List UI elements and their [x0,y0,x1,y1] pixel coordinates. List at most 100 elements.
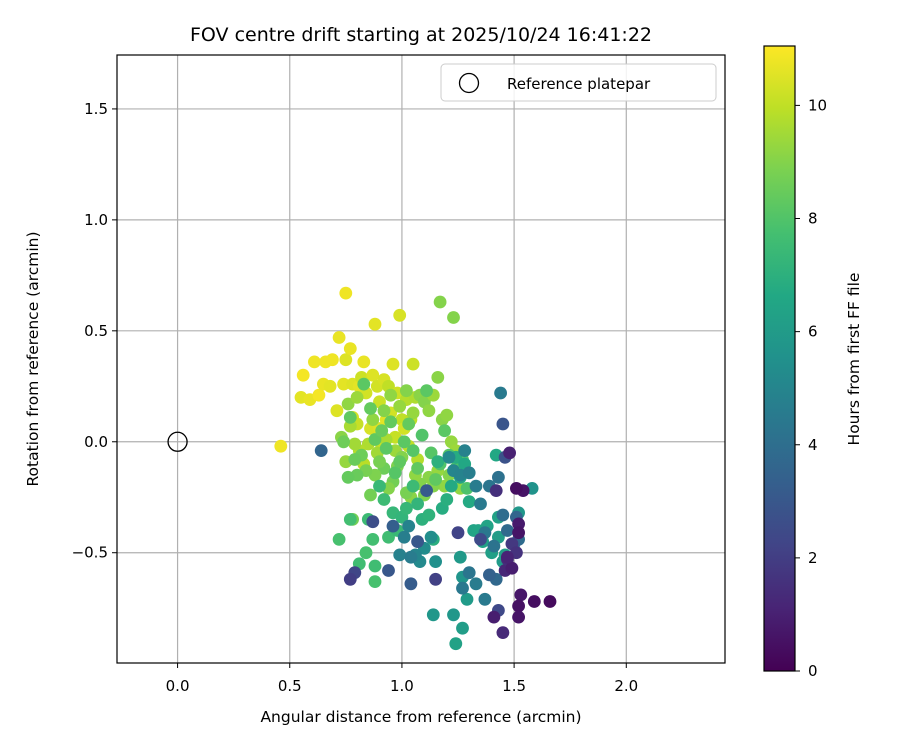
data-point [453,550,467,564]
data-point [496,626,510,639]
data-point [512,599,525,613]
reference-marker-layer [167,431,188,452]
data-point [474,533,487,546]
x-axis-ticks: 0.0 0.5 1.0 1.5 2.0 [166,663,638,695]
data-point [456,581,469,595]
data-point [377,404,391,418]
data-point [357,377,371,391]
data-point [348,453,362,466]
data-point [332,533,346,546]
data-point [492,470,505,484]
data-point [426,608,440,622]
data-point [332,331,346,344]
data-point [514,588,528,602]
data-point [474,497,487,511]
data-point [343,342,357,355]
colorbar-tick-label: 10 [808,96,827,114]
data-point [411,462,424,475]
colorbar-tick-label: 4 [808,436,818,454]
data-point [386,357,400,371]
data-point [402,417,416,431]
data-point [373,455,386,469]
x-tick-label: 2.0 [614,677,638,695]
data-point [406,357,420,371]
data-points [274,286,557,651]
legend-entry-reference: Reference platepar [507,75,651,93]
data-point [379,442,393,455]
data-point [406,479,420,493]
data-point [343,572,357,586]
data-point [348,437,362,451]
data-point [483,568,496,582]
data-point [308,355,321,369]
data-point [503,446,516,460]
data-point [449,637,463,651]
data-point [397,435,411,449]
data-point [382,530,395,544]
x-tick-label: 0.0 [166,677,190,695]
x-tick-label: 1.5 [502,677,526,695]
y-tick-label: −0.5 [72,544,108,562]
data-point [323,379,337,393]
data-point [368,317,382,331]
data-point [314,444,328,457]
data-point [451,526,465,540]
data-point [343,411,357,424]
colorbar-tick-label: 8 [808,210,818,228]
data-point [402,519,416,533]
data-point [496,417,510,431]
data-point [433,295,447,309]
data-point [312,388,326,402]
data-point [337,377,350,391]
data-point [487,539,501,553]
data-point [438,424,451,438]
y-axis-ticks: −0.5 0.0 0.5 1.0 1.5 [72,100,117,562]
data-point [388,466,402,480]
data-point [397,530,411,544]
data-point [478,592,492,606]
data-point [341,397,355,411]
data-point [431,455,445,469]
data-point [337,435,350,449]
data-point [496,508,510,522]
data-point [411,497,424,511]
data-point [462,466,476,480]
colorbar-tick-label: 6 [808,323,818,341]
data-point [512,517,525,531]
colorbar-frame [763,45,796,672]
reference-platepar-marker [167,431,188,452]
colorbar-tick-label: 0 [808,662,818,680]
plot-frame [116,54,726,664]
data-point [386,519,400,533]
data-point [424,446,438,460]
data-point [510,482,523,495]
data-point [382,564,395,577]
colorbar-ticks: 0 2 4 6 8 10 [795,96,827,680]
y-tick-label: 0.0 [84,433,108,451]
data-point [429,572,442,586]
data-point [368,433,382,446]
data-point [420,384,433,398]
data-point [330,404,344,418]
data-point [326,353,339,367]
data-point [431,371,445,384]
data-point [404,577,418,591]
y-tick-label: 1.0 [84,211,108,229]
data-point [393,308,407,322]
data-point [422,404,436,418]
data-point [512,610,525,624]
data-point [469,577,483,591]
data-point [505,561,519,575]
data-point [460,592,474,606]
data-point [469,479,483,493]
legend-box [440,63,717,102]
data-point [543,595,557,608]
colorbar-gradient [764,46,795,671]
data-point [366,533,380,546]
data-point [404,550,418,564]
data-point [377,493,391,506]
data-point [444,479,458,493]
data-point [462,566,476,580]
data-point [440,493,454,506]
